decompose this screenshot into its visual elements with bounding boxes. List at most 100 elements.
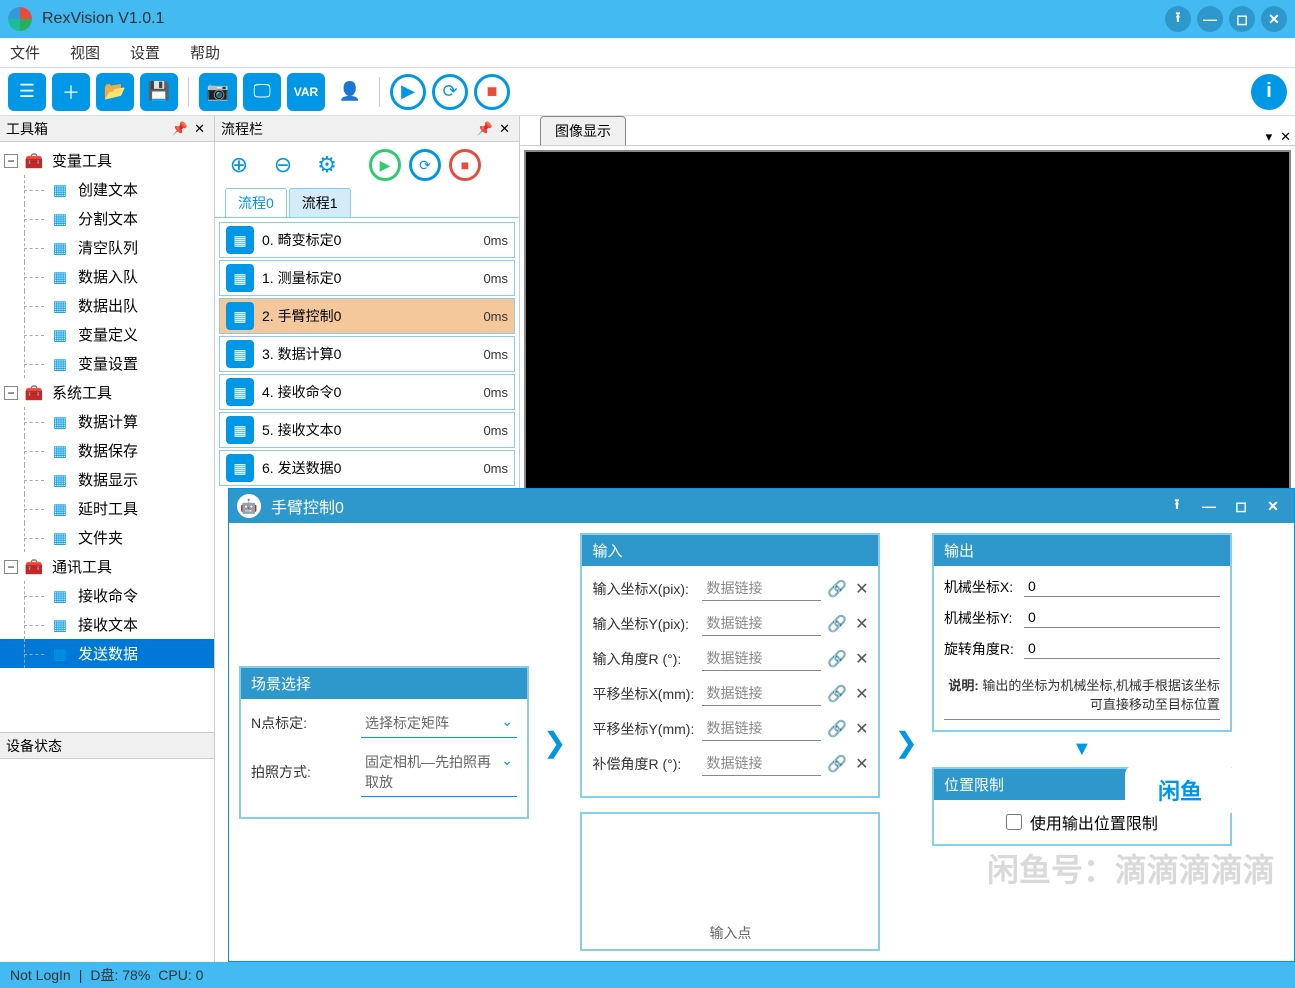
- link-icon[interactable]: 🔗: [827, 579, 847, 599]
- tree-item[interactable]: ▦数据计算: [0, 407, 214, 436]
- flow-item[interactable]: ▦5. 接收文本00ms: [219, 412, 515, 448]
- tree-item[interactable]: ▦数据保存: [0, 436, 214, 465]
- flow-item[interactable]: ▦4. 接收命令00ms: [219, 374, 515, 410]
- output-value: 0: [1024, 638, 1220, 659]
- link-icon[interactable]: 🔗: [827, 614, 847, 634]
- close-panel-icon[interactable]: ✕: [191, 121, 208, 137]
- clear-icon[interactable]: ✕: [855, 579, 868, 599]
- maximize-icon[interactable]: ◻: [1229, 6, 1255, 32]
- clear-icon[interactable]: ✕: [855, 719, 868, 739]
- link-icon[interactable]: 🔗: [827, 719, 847, 739]
- pin-window-icon[interactable]: ⭱: [1165, 6, 1191, 32]
- select-dropdown[interactable]: 固定相机—先拍照再取放⌄: [361, 748, 517, 797]
- stop-icon[interactable]: ■: [474, 74, 510, 110]
- link-icon[interactable]: 🔗: [827, 649, 847, 669]
- clear-icon[interactable]: ✕: [855, 649, 868, 669]
- menu-settings[interactable]: 设置: [130, 42, 160, 63]
- tree-group[interactable]: −🧰变量工具: [0, 146, 214, 175]
- minimize-icon[interactable]: —: [1196, 493, 1222, 519]
- status-login: Not LogIn: [10, 967, 71, 983]
- data-link-field[interactable]: 数据链接: [702, 646, 821, 671]
- monitor-icon[interactable]: 🖵: [243, 73, 281, 111]
- flow-item[interactable]: ▦6. 发送数据00ms: [219, 450, 515, 486]
- statusbar: Not LogIn | D盘: 78% CPU: 0: [0, 962, 1295, 988]
- use-limit-checkbox[interactable]: [1006, 814, 1022, 830]
- app-title: RexVision V1.0.1: [42, 10, 1165, 28]
- dropdown-icon[interactable]: ▾: [1262, 129, 1277, 145]
- arrow-right-icon: ❯: [543, 726, 566, 759]
- tree-item[interactable]: ▦接收文本: [0, 610, 214, 639]
- info-icon[interactable]: i: [1251, 74, 1287, 110]
- titlebar: RexVision V1.0.1 ⭱ — ◻ ✕: [0, 0, 1295, 38]
- close-icon[interactable]: ✕: [1261, 6, 1287, 32]
- data-link-field[interactable]: 数据链接: [702, 681, 821, 706]
- open-icon[interactable]: 📂: [96, 73, 134, 111]
- pin-window-icon[interactable]: ⭱: [1164, 493, 1190, 519]
- flow-tab[interactable]: 流程0: [225, 188, 287, 217]
- menu-view[interactable]: 视图: [70, 42, 100, 63]
- minimize-icon[interactable]: —: [1197, 6, 1223, 32]
- clear-icon[interactable]: ✕: [855, 684, 868, 704]
- menu-help[interactable]: 帮助: [190, 42, 220, 63]
- flow-config-icon[interactable]: ⚙: [309, 147, 345, 183]
- menu-file[interactable]: 文件: [10, 42, 40, 63]
- tree-item[interactable]: ▦接收命令: [0, 581, 214, 610]
- device-status-title: 设备状态: [6, 736, 62, 756]
- pin-icon[interactable]: 📌: [474, 121, 496, 137]
- clear-icon[interactable]: ✕: [855, 614, 868, 634]
- camera-icon[interactable]: 📷: [199, 73, 237, 111]
- menubar: 文件 视图 设置 帮助: [0, 38, 1295, 68]
- maximize-icon[interactable]: ◻: [1228, 493, 1254, 519]
- var-icon[interactable]: VAR: [287, 73, 325, 111]
- tree-item[interactable]: ▦创建文本: [0, 175, 214, 204]
- data-link-field[interactable]: 数据链接: [702, 716, 821, 741]
- clear-icon[interactable]: ✕: [855, 754, 868, 774]
- tree-item[interactable]: ▦文件夹: [0, 523, 214, 552]
- tree-item[interactable]: ▦变量定义: [0, 320, 214, 349]
- tree-item[interactable]: ▦数据出队: [0, 291, 214, 320]
- tree-item[interactable]: ▦数据入队: [0, 262, 214, 291]
- pin-icon[interactable]: 📌: [169, 121, 191, 137]
- data-link-field[interactable]: 数据链接: [702, 611, 821, 636]
- tree-group[interactable]: −🧰通讯工具: [0, 552, 214, 581]
- user-icon[interactable]: 👤: [331, 73, 369, 111]
- output-header: 输出: [934, 535, 1230, 566]
- tree-item[interactable]: ▦数据显示: [0, 465, 214, 494]
- flow-refresh-icon[interactable]: ⟳: [409, 149, 441, 181]
- flow-tab[interactable]: 流程1: [289, 188, 351, 217]
- tree-item[interactable]: ▦分割文本: [0, 204, 214, 233]
- link-icon[interactable]: 🔗: [827, 684, 847, 704]
- save-icon[interactable]: 💾: [140, 73, 178, 111]
- list-icon[interactable]: ☰: [8, 73, 46, 111]
- field-label: 平移坐标X(mm):: [592, 684, 702, 704]
- tree-item[interactable]: ▦变量设置: [0, 349, 214, 378]
- flow-play-icon[interactable]: ▶: [369, 149, 401, 181]
- flow-remove-icon[interactable]: ⊖: [265, 147, 301, 183]
- watermark-text: 闲鱼号：滴滴滴滴滴: [987, 845, 1275, 891]
- flow-stop-icon[interactable]: ■: [449, 149, 481, 181]
- tree-group[interactable]: −🧰系统工具: [0, 378, 214, 407]
- tree-item[interactable]: ▦清空队列: [0, 233, 214, 262]
- link-icon[interactable]: 🔗: [827, 754, 847, 774]
- select-dropdown[interactable]: 选择标定矩阵⌄: [361, 709, 517, 738]
- flow-add-icon[interactable]: ⊕: [221, 147, 257, 183]
- flow-item[interactable]: ▦1. 测量标定00ms: [219, 260, 515, 296]
- data-link-field[interactable]: 数据链接: [702, 576, 821, 601]
- output-value: 0: [1024, 607, 1220, 628]
- refresh-icon[interactable]: ⟳: [432, 74, 468, 110]
- flow-item[interactable]: ▦3. 数据计算00ms: [219, 336, 515, 372]
- image-tab[interactable]: 图像显示: [540, 116, 626, 145]
- chevron-down-icon: ⌄: [501, 752, 513, 792]
- data-link-field[interactable]: 数据链接: [702, 751, 821, 776]
- tree-item[interactable]: ▦发送数据: [0, 639, 214, 668]
- tree-item[interactable]: ▦延时工具: [0, 494, 214, 523]
- close-icon[interactable]: ✕: [1260, 493, 1286, 519]
- flow-item[interactable]: ▦2. 手臂控制00ms: [219, 298, 515, 334]
- close-panel-icon[interactable]: ✕: [496, 121, 513, 137]
- field-label: 机械坐标X:: [944, 577, 1024, 597]
- flow-item[interactable]: ▦0. 畸变标定00ms: [219, 222, 515, 258]
- close-panel-icon[interactable]: ✕: [1276, 129, 1295, 145]
- add-icon[interactable]: ＋: [52, 73, 90, 111]
- play-icon[interactable]: ▶: [390, 74, 426, 110]
- arrow-down-icon: ▼: [932, 738, 1232, 761]
